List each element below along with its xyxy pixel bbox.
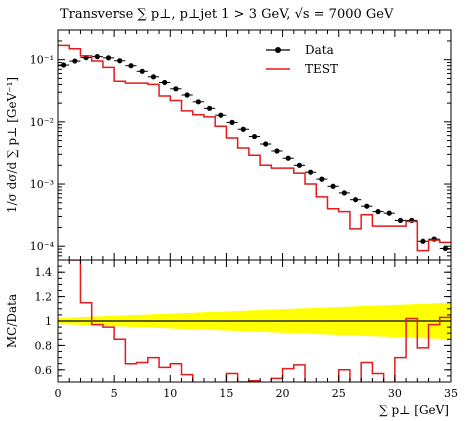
data-point-marker <box>285 155 291 161</box>
data-point <box>316 176 328 182</box>
data-point <box>372 209 384 215</box>
y-tick-label: 10⁻² <box>30 116 54 129</box>
data-point-marker <box>105 55 112 61</box>
data-point <box>361 203 373 209</box>
ratio-y-tick-label: 1 <box>45 315 52 328</box>
x-tick-label: 15 <box>219 387 233 400</box>
chart-title: Transverse ∑ p⊥, p⊥jet 1 > 3 GeV, √s = 7… <box>60 7 394 22</box>
x-tick-label: 5 <box>111 387 118 400</box>
data-point <box>69 58 81 64</box>
ratio-y-tick-label: 1.2 <box>35 291 53 304</box>
y-tick-label: 10⁻¹ <box>30 54 54 67</box>
data-point-marker <box>409 217 415 224</box>
data-point-marker <box>341 190 347 196</box>
ratio-y-axis-title: MC/Data <box>5 294 19 348</box>
data-point <box>226 119 238 125</box>
data-point-marker <box>431 236 437 242</box>
legend-data-marker <box>275 47 281 53</box>
data-point <box>349 197 362 203</box>
x-tick-label: 30 <box>388 387 402 400</box>
data-point <box>181 92 193 98</box>
data-point-marker <box>308 169 314 175</box>
data-point-marker <box>206 105 213 111</box>
data-point-marker <box>139 68 145 74</box>
data-point <box>383 210 395 216</box>
data-point <box>237 126 249 132</box>
data-point-marker <box>296 162 303 168</box>
data-point <box>439 245 451 252</box>
data-point <box>248 133 261 140</box>
data-point <box>215 112 227 118</box>
ratio-y-tick-label: 1.4 <box>35 266 53 279</box>
legend: Data TEST <box>266 43 338 76</box>
x-tick-label: 35 <box>444 387 458 400</box>
x-tick-label: 20 <box>276 387 290 400</box>
x-axis-title: ∑ p⊥ [GeV] <box>379 403 449 417</box>
ratio-y-tick-label: 0.6 <box>35 364 53 377</box>
legend-label-test: TEST <box>305 62 338 76</box>
x-tick-label: 0 <box>55 387 62 400</box>
y-tick-label: 10⁻³ <box>30 178 54 191</box>
data-point <box>260 141 272 147</box>
data-point-marker <box>251 133 258 140</box>
data-point <box>406 217 418 224</box>
data-point-marker <box>386 210 392 216</box>
data-point <box>159 79 171 86</box>
data-point <box>271 148 283 154</box>
data-point-marker <box>94 54 100 60</box>
data-point-marker <box>442 245 448 252</box>
data-point <box>338 190 350 196</box>
data-point <box>417 238 429 244</box>
data-point-marker <box>319 176 325 182</box>
data-point-marker <box>352 197 359 203</box>
data-point-marker <box>162 79 168 86</box>
data-point <box>305 169 317 175</box>
data-point-marker <box>397 217 404 224</box>
data-point <box>147 74 160 80</box>
ratio-y-tick-label: 0.8 <box>35 339 53 352</box>
data-point <box>293 162 306 168</box>
data-point <box>203 105 216 111</box>
data-point-marker <box>184 92 190 98</box>
series-test-step-line <box>58 44 451 252</box>
x-tick-label: 25 <box>332 387 346 400</box>
data-point-marker <box>150 74 157 80</box>
data-point <box>327 183 339 189</box>
data-point <box>394 217 407 224</box>
data-point-marker <box>420 238 426 244</box>
data-point-marker <box>364 203 370 209</box>
data-point-marker <box>173 86 179 92</box>
data-point <box>170 86 182 92</box>
data-point <box>282 155 294 161</box>
data-point-marker <box>263 141 269 147</box>
data-point-marker <box>330 183 336 189</box>
legend-label-data: Data <box>305 43 334 57</box>
data-point <box>136 68 148 74</box>
y-axis-title: 1/σ dσ/d ∑ p⊥ [GeV⁻¹] <box>5 77 19 213</box>
data-point <box>428 236 440 242</box>
data-point <box>102 55 115 61</box>
data-point <box>58 62 70 68</box>
data-point-marker <box>274 148 280 154</box>
data-point-marker <box>218 112 224 118</box>
ratio-panel: 0.6 0.8 1 1.2 1.4 0 5 10 15 20 25 30 35 MC/Data ∑ p⊥… <box>5 259 458 417</box>
data-point-marker <box>72 58 78 64</box>
main-panel: 10⁻⁴ 10⁻³ 10⁻² 10⁻¹ 1/σ dσ/d ∑ p⊥ [GeV⁻¹] D… <box>5 29 452 261</box>
data-point-marker <box>117 58 123 64</box>
data-point <box>91 54 103 60</box>
data-point-marker <box>229 119 235 125</box>
data-point-marker <box>61 62 67 68</box>
data-point-marker <box>240 126 246 132</box>
y-tick-label: 10⁻⁴ <box>30 240 55 253</box>
data-point-marker <box>195 99 201 105</box>
data-point <box>125 63 137 69</box>
data-point-marker <box>375 209 381 215</box>
data-point <box>114 58 126 64</box>
x-tick-label: 10 <box>163 387 177 400</box>
data-point <box>192 99 204 105</box>
data-point-marker <box>128 63 134 69</box>
